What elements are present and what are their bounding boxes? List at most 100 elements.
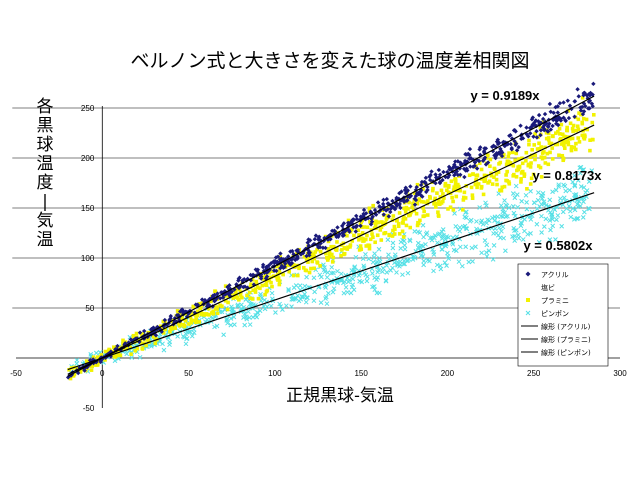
data-point <box>532 143 537 147</box>
data-point <box>566 141 571 145</box>
data-point <box>224 316 230 322</box>
data-point <box>262 306 268 312</box>
data-point <box>347 229 352 234</box>
data-point <box>439 236 445 241</box>
data-point <box>346 245 350 250</box>
data-point <box>556 114 561 120</box>
data-point <box>513 183 519 189</box>
data-point <box>572 99 578 104</box>
data-point <box>385 207 391 212</box>
data-point <box>463 196 468 200</box>
data-point <box>451 199 455 204</box>
trendline-0 <box>67 95 595 377</box>
data-point <box>71 373 76 378</box>
data-point <box>329 228 335 234</box>
data-point <box>576 136 581 140</box>
data-point <box>395 218 399 223</box>
data-point <box>342 251 347 256</box>
data-point <box>361 207 367 213</box>
data-point <box>422 209 426 214</box>
data-point <box>348 243 353 247</box>
data-point <box>359 247 364 252</box>
data-point <box>483 162 489 167</box>
data-point <box>257 308 263 314</box>
data-point <box>364 278 370 284</box>
data-point <box>412 191 417 195</box>
data-point <box>293 257 298 262</box>
y-tick-label: 150 <box>81 204 95 213</box>
data-point <box>326 246 330 251</box>
data-point <box>556 129 560 134</box>
data-point <box>431 268 436 274</box>
data-point <box>335 280 340 286</box>
data-point <box>533 157 537 162</box>
data-point <box>468 164 473 169</box>
data-point <box>549 141 554 146</box>
data-point <box>479 186 484 190</box>
data-point <box>446 190 451 195</box>
data-point <box>115 343 120 349</box>
data-point <box>534 221 540 227</box>
data-point <box>586 205 591 211</box>
data-point <box>439 201 444 205</box>
data-point <box>492 218 497 224</box>
data-point <box>376 246 382 252</box>
data-point <box>470 193 475 197</box>
data-point <box>502 152 506 157</box>
data-point <box>510 204 516 209</box>
data-point <box>359 220 363 225</box>
data-point <box>345 289 350 295</box>
y-tick-label: -50 <box>83 404 95 413</box>
data-point <box>589 168 595 173</box>
data-point <box>537 147 542 151</box>
data-point <box>350 239 355 243</box>
data-point <box>495 182 499 187</box>
data-point <box>324 251 328 256</box>
data-point <box>280 307 285 312</box>
data-point <box>419 199 424 204</box>
data-point <box>572 183 578 189</box>
data-point <box>178 324 182 328</box>
data-point <box>449 179 454 183</box>
x-tick-label: 150 <box>354 369 368 378</box>
data-point <box>523 192 529 198</box>
data-point <box>572 192 577 198</box>
data-point <box>134 331 139 336</box>
data-point <box>331 286 337 291</box>
data-point <box>140 347 145 351</box>
data-point <box>524 131 529 137</box>
data-point <box>301 266 306 270</box>
data-point <box>349 284 355 290</box>
data-point <box>370 232 374 236</box>
data-point <box>518 123 523 128</box>
data-point <box>552 207 558 213</box>
data-point <box>560 132 565 137</box>
data-point <box>381 201 386 207</box>
trendlines <box>67 95 595 377</box>
data-point <box>438 195 443 199</box>
trend-equation: y = 0.9189x <box>470 88 540 103</box>
data-point <box>459 263 465 269</box>
data-point <box>339 253 343 258</box>
data-point <box>442 196 446 200</box>
data-point <box>398 205 403 211</box>
data-point <box>312 254 316 259</box>
data-point <box>121 341 125 346</box>
chart-title: ベルノン式と大きさを変えた球の温度差相関図 <box>130 50 529 72</box>
data-point <box>482 238 488 243</box>
data-point <box>462 190 467 195</box>
data-point <box>445 188 449 193</box>
data-point <box>124 347 129 351</box>
data-point <box>446 164 452 170</box>
y-axis-label-char: 温 <box>37 154 54 174</box>
data-point <box>373 212 379 217</box>
data-point <box>318 300 324 305</box>
data-point <box>137 354 143 360</box>
data-point <box>365 233 369 238</box>
data-point <box>478 145 483 150</box>
data-point <box>68 376 73 381</box>
data-point <box>388 206 394 211</box>
data-point <box>500 185 505 190</box>
data-point <box>332 229 338 234</box>
legend-label: プラミニ <box>541 297 569 305</box>
